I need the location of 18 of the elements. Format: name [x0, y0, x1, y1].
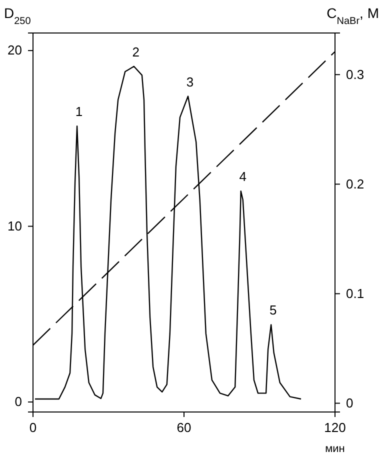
x-tick-label: 120: [324, 420, 346, 436]
y2-tick-label: 0.2: [346, 176, 364, 192]
annotation: 3: [186, 74, 194, 90]
y-tick-label: 10: [8, 218, 22, 234]
y2-tick-label: 0.3: [346, 66, 364, 82]
annotation: 2: [132, 44, 140, 60]
y2-tick-label: 0.1: [346, 286, 364, 301]
y2-tick-label: 0: [346, 395, 354, 410]
annotation: 4: [239, 169, 246, 184]
annotation: 5: [269, 302, 277, 318]
annotation: 1: [75, 104, 83, 120]
y-tick-label: 0: [14, 394, 22, 410]
y2-axis-title: C$_{NaBr}$, M: [326, 5, 379, 26]
y-axis-title: D$_{250}$: [4, 5, 32, 26]
x-axis-title: мин: [325, 443, 345, 455]
x-tick-label: 0: [29, 420, 37, 436]
y-tick-label: 20: [8, 42, 22, 58]
x-tick-label: 60: [176, 420, 192, 436]
